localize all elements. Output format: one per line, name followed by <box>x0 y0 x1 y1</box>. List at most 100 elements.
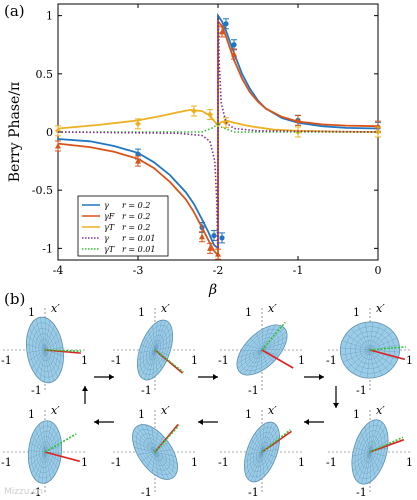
watermark: Mizzu.cn <box>4 487 43 497</box>
panel-b-label: (b) <box>4 290 25 308</box>
green-vector <box>261 429 291 453</box>
x-tick-label: 0 <box>375 264 382 277</box>
red-vector <box>261 430 292 453</box>
tick-label-right: 1 <box>81 456 88 469</box>
data-point <box>199 233 205 240</box>
red-vector <box>369 438 405 453</box>
tick-label-left: -1 <box>218 354 229 367</box>
tick-label-left: -1 <box>111 354 122 367</box>
tick-label-bottom: -1 <box>356 384 367 397</box>
data-point <box>231 51 237 57</box>
ellipse-frame: 1 x′ -1 1 -1 <box>326 404 413 499</box>
tick-label-right: 1 <box>298 354 305 367</box>
legend-series-symbol: γ <box>104 201 109 210</box>
red-vector <box>44 349 81 354</box>
arrow-up-head <box>82 386 88 391</box>
y-tick-label: -0.5 <box>32 184 53 197</box>
ellipse-frame: 1 x′ -1 1 -1 <box>1 302 88 397</box>
axis-label-xprime: x′ <box>268 404 277 417</box>
tick-label-right: 1 <box>298 456 305 469</box>
legend-series-symbol: γT <box>104 245 115 254</box>
tick-label-top: 1 <box>353 408 360 421</box>
data-point <box>207 111 213 118</box>
data-point <box>215 251 221 257</box>
y-tick-label: 0 <box>46 126 53 139</box>
arrow-right-1-head <box>109 374 114 380</box>
legend-series-param: r = 0.01 <box>122 234 155 243</box>
tick-label-right: 1 <box>81 354 88 367</box>
data-point <box>191 108 197 115</box>
tick-label-bottom: -1 <box>141 384 152 397</box>
y-axis-title: Berry Phase/π <box>7 82 23 183</box>
axis-label-xprime: x′ <box>161 302 170 315</box>
green-vector <box>44 433 77 453</box>
tick-label-top: 1 <box>245 408 252 421</box>
panel-a-label: (a) <box>4 2 25 20</box>
x-axis-ticks: -4 -3 -2 -1 0 <box>53 4 382 277</box>
green-vector <box>369 436 404 453</box>
tick-label-left: -1 <box>111 456 122 469</box>
legend: γ r = 0.2 γF r = 0.2 γT r = 0.2 γ r = 0.01 γT r =… <box>77 195 169 257</box>
series-line <box>57 108 379 133</box>
ellipse-frame: 1 x′ -1 1 -1 <box>111 302 198 397</box>
arrow-down-head <box>333 403 339 408</box>
tick-label-top: 1 <box>245 306 252 319</box>
data-point <box>135 158 141 164</box>
ellipse-frame: 1 x′ -1 1 -1 <box>218 404 305 499</box>
tick-label-bottom: -1 <box>248 384 259 397</box>
tick-label-left: -1 <box>326 354 337 367</box>
green-vector <box>154 424 180 453</box>
data-point <box>207 245 213 251</box>
legend-series-symbol: γT <box>104 223 115 232</box>
tick-label-left: -1 <box>1 354 12 367</box>
x-tick-label: -1 <box>293 264 304 277</box>
tick-label-top: 1 <box>138 408 145 421</box>
tick-label-left: -1 <box>1 456 12 469</box>
panel-b-frames: 1 x′ -1 1 -1 1 x′ -1 1 -1 1 x′ -1 1 -1 1 x′ -1 1 -1 1 x′ -1 1 -1… <box>1 302 413 499</box>
x-tick-label: -2 <box>213 264 224 277</box>
ellipse-frame: 1 x′ -1 1 -1 <box>111 404 198 499</box>
tick-label-left: -1 <box>326 456 337 469</box>
axis-label-xprime: x′ <box>376 302 385 315</box>
green-vector <box>369 346 406 351</box>
legend-series-param: r = 0.01 <box>122 245 155 254</box>
series-line <box>57 15 379 249</box>
series-line <box>57 19 379 258</box>
red-vector <box>261 349 294 369</box>
axis-label-xprime: x′ <box>161 404 170 417</box>
tick-label-right: 1 <box>406 354 413 367</box>
axis-label-xprime: x′ <box>51 404 60 417</box>
data-point <box>219 28 225 35</box>
tick-label-left: -1 <box>218 456 229 469</box>
ellipse-frame: 1 x′ -1 1 -1 <box>1 404 88 499</box>
legend-series-param: r = 0.2 <box>122 201 150 210</box>
tick-label-top: 1 <box>138 306 145 319</box>
tick-label-bottom: -1 <box>31 384 42 397</box>
x-axis-title: β <box>208 282 217 298</box>
y-tick-label: 1 <box>46 10 53 23</box>
tick-label-right: 1 <box>191 354 198 367</box>
y-tick-label: -1 <box>42 242 53 255</box>
green-vector <box>261 321 286 351</box>
data-point <box>135 120 141 127</box>
red-vector <box>369 349 405 361</box>
green-vector <box>154 349 184 373</box>
tick-label-top: 1 <box>28 408 35 421</box>
tick-label-top: 1 <box>353 306 360 319</box>
series-layer <box>55 12 381 260</box>
legend-series-symbol: γ <box>104 234 109 243</box>
legend-series-symbol: γF <box>104 212 115 221</box>
legend-box <box>77 195 169 257</box>
legend-series-param: r = 0.2 <box>122 212 150 221</box>
tick-label-right: 1 <box>191 456 198 469</box>
tick-label-top: 1 <box>28 306 35 319</box>
tick-label-bottom: -1 <box>248 486 259 499</box>
data-point <box>231 42 237 48</box>
arrow-right-2-head <box>213 374 218 380</box>
legend-series-param: r = 0.2 <box>122 223 150 232</box>
green-vector <box>44 349 82 353</box>
data-point <box>223 21 229 27</box>
tick-label-bottom: -1 <box>31 486 42 499</box>
arrow-left-2-head <box>198 419 203 425</box>
